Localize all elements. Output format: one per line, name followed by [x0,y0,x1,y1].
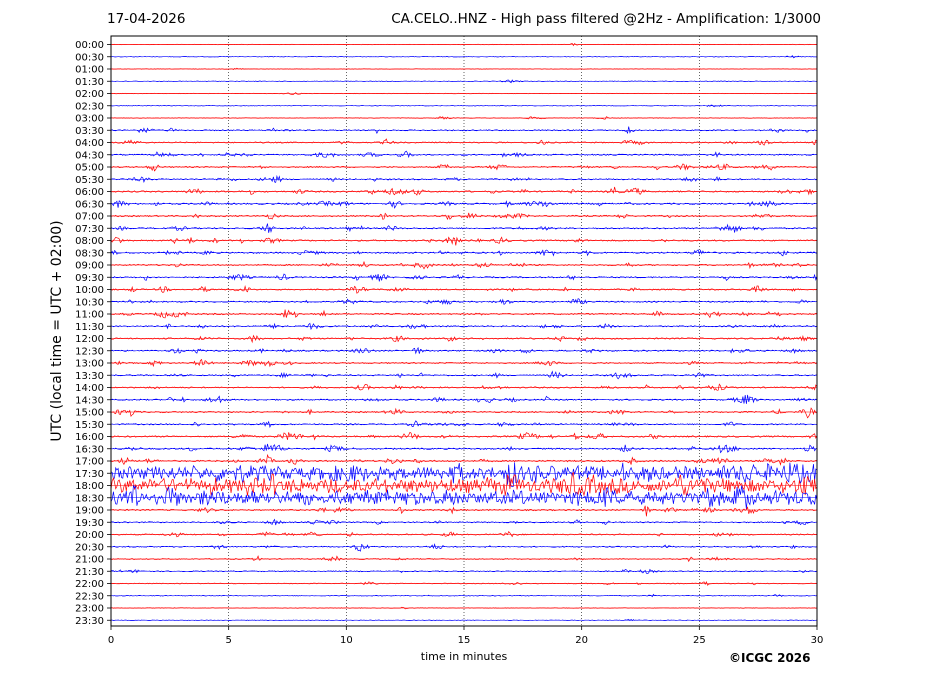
y-tick-label: 18:30 [75,493,104,504]
y-tick-label: 15:30 [75,420,104,431]
y-tick-label: 18:00 [75,481,104,492]
copyright-label: ©ICGC 2026 [729,651,811,665]
trace-0700 [110,212,818,221]
y-tick-label: 17:00 [75,457,104,468]
y-tick-label: 03:00 [75,114,104,125]
y-tick-label: 10:00 [75,285,104,296]
y-tick-label: 19:30 [75,518,104,529]
y-tick-label: 12:00 [75,334,104,345]
x-axis-label: time in minutes [420,650,508,663]
x-tick-labels: 0 5 10 15 20 25 30 [108,626,824,646]
y-tick-label: 15:00 [75,408,104,419]
trace-1500 [110,407,818,419]
y-tick-label: 07:00 [75,212,104,223]
y-tick-label: 20:30 [75,542,104,553]
trace-0500 [110,163,818,172]
y-tick-label: 12:30 [75,346,104,357]
x-tick-label: 5 [225,635,231,646]
y-tick-label: 11:00 [75,310,104,321]
y-tick-label: 05:00 [75,163,104,174]
y-tick-label: 14:30 [75,395,104,406]
y-tick-label: 05:30 [75,175,104,186]
y-tick-label: 23:30 [75,616,104,627]
seismogram-traces [110,42,818,622]
y-tick-label: 03:30 [75,126,104,137]
y-tick-label: 08:30 [75,248,104,259]
trace-0800 [110,236,818,246]
y-tick-label: 06:30 [75,199,104,210]
trace-1730 [110,462,818,488]
y-tick-label: 21:30 [75,567,104,578]
gridlines [228,36,700,626]
y-tick-label: 22:00 [75,579,104,590]
trace-0600 [110,186,818,196]
trace-0930 [110,273,818,282]
x-tick-label: 0 [108,635,114,646]
x-tick-label: 10 [340,635,353,646]
y-tick-label: 20:00 [75,530,104,541]
trace-2000 [110,530,818,538]
y-tick-label: 14:00 [75,383,104,394]
y-tick-label: 10:30 [75,297,104,308]
y-tick-label: 07:30 [75,224,104,235]
x-tick-label: 25 [693,635,706,646]
y-tick-label: 00:30 [75,52,104,63]
x-tick-label: 30 [811,635,824,646]
y-tick-label: 13:00 [75,359,104,370]
y-tick-label: 04:00 [75,138,104,149]
y-tick-label: 04:30 [75,150,104,161]
y-tick-label: 22:30 [75,591,104,602]
y-tick-label: 06:00 [75,187,104,198]
x-tick-label: 15 [458,635,471,646]
y-tick-label: 19:00 [75,506,104,517]
y-tick-label: 02:00 [75,89,104,100]
y-tick-label: 23:00 [75,604,104,615]
x-tick-label: 20 [575,635,588,646]
y-tick-label: 02:30 [75,101,104,112]
y-tick-label: 17:30 [75,469,104,480]
y-tick-label: 09:30 [75,273,104,284]
chart-title: CA.CELO..HNZ - High pass filtered @2Hz -… [391,11,821,27]
trace-1630 [110,443,818,454]
y-tick-label: 01:30 [75,77,104,88]
y-tick-label: 01:00 [75,65,104,76]
y-tick-label: 16:00 [75,432,104,443]
y-tick-label: 13:30 [75,371,104,382]
trace-1200 [110,334,818,344]
plot-frame [110,35,818,627]
y-axis-label: UTC (local time = UTC + 02:00) [49,220,65,442]
y-tick-label: 09:00 [75,261,104,272]
y-tick-label: 21:00 [75,555,104,566]
y-tick-label: 08:00 [75,236,104,247]
trace-1130 [110,322,818,331]
y-tick-label: 00:00 [75,40,104,51]
y-tick-label: 16:30 [75,444,104,455]
date-label: 17-04-2026 [107,11,186,27]
trace-1800 [110,471,818,497]
trace-1830 [110,484,818,510]
trace-2030 [110,543,818,552]
y-tick-label: 11:30 [75,322,104,333]
